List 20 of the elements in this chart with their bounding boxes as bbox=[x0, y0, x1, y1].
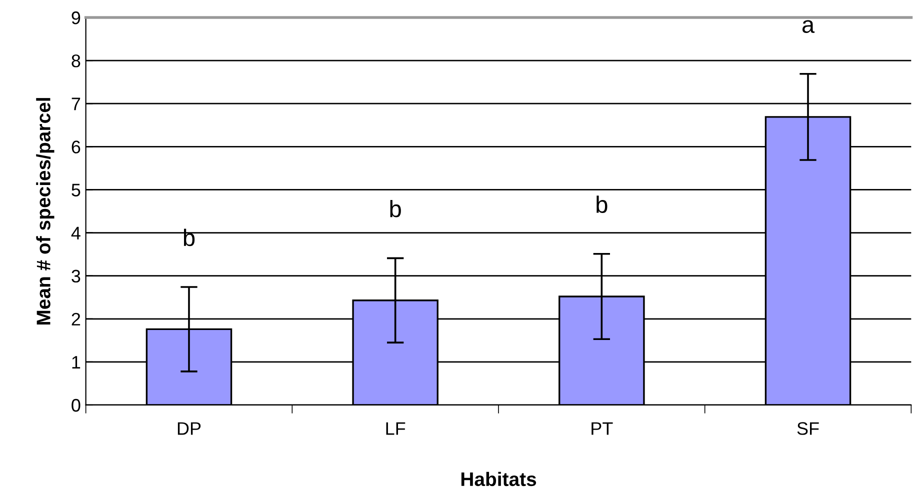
y-tick-label: 5 bbox=[72, 184, 80, 196]
annotation: b bbox=[596, 196, 608, 213]
x-axis-title: Habitats bbox=[461, 472, 536, 486]
y-axis-title: Mean # of species/parcel bbox=[36, 98, 54, 324]
y-tick-label: 4 bbox=[71, 226, 80, 240]
y-tick-label: 1 bbox=[72, 356, 80, 368]
annotation: b bbox=[184, 228, 195, 246]
y-tick-label: 2 bbox=[72, 312, 80, 326]
annotation: b bbox=[390, 200, 401, 218]
y-tick-label: 7 bbox=[72, 98, 80, 110]
y-tick-label: 9 bbox=[72, 11, 80, 24]
x-tick-label: PT bbox=[592, 422, 613, 435]
x-tick-label: LF bbox=[386, 422, 406, 435]
y-tick-label: 0 bbox=[72, 398, 80, 412]
x-tick-label: SF bbox=[797, 422, 819, 435]
y-tick-label: 6 bbox=[72, 140, 80, 154]
y-tick-label: 3 bbox=[72, 270, 80, 283]
annotation: a bbox=[802, 20, 815, 34]
y-tick-label: 8 bbox=[72, 54, 80, 68]
x-tick-label: DP bbox=[178, 422, 201, 435]
